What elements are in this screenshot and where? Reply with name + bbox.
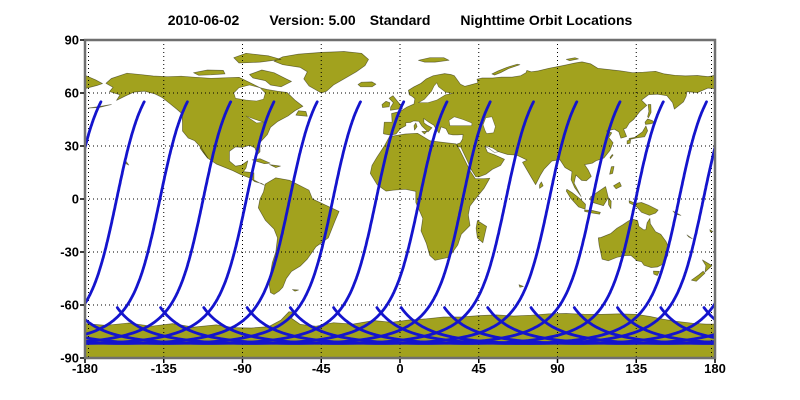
orbit-track <box>702 306 715 322</box>
landmass-aleutians <box>88 104 112 109</box>
lake-black-sea <box>448 116 473 126</box>
x-tick-label: 45 <box>471 361 486 376</box>
plot-title: 2010-06-02 Version: 5.00 Standard Nighttime… <box>0 12 800 28</box>
landmass-fiji <box>709 229 714 233</box>
lake-baltic-sea <box>418 82 453 103</box>
x-tick-label: 135 <box>625 361 648 376</box>
landmass-corsica-sardinia <box>413 122 418 131</box>
y-tick-label: 0 <box>71 191 79 207</box>
lake-caspian-sea <box>482 116 496 134</box>
landmass-new-caledonia <box>686 234 693 240</box>
lake-persian-gulf <box>484 145 499 153</box>
landmass-iceland <box>357 81 377 88</box>
x-tick-label: -180 <box>71 361 99 376</box>
landmass-baja-california <box>199 146 209 159</box>
landmass-sicily <box>421 130 428 135</box>
landmass-tasmania <box>653 270 660 276</box>
x-tick-label: 180 <box>704 361 726 376</box>
y-tick-label: 30 <box>64 138 79 154</box>
landmass-baffin-island <box>249 69 292 88</box>
landmass-north-america <box>105 72 304 186</box>
orbit-track <box>0 102 33 344</box>
landmass-kerguelen <box>518 284 524 288</box>
y-tick-label: 60 <box>64 85 79 101</box>
x-tick-label: -45 <box>311 361 331 376</box>
title-caption: Nighttime Orbit Locations <box>460 12 633 28</box>
y-tick-label: -60 <box>60 297 79 313</box>
landmass-newfoundland <box>295 110 308 117</box>
landmass-taiwan <box>609 154 614 160</box>
landmass-nz-south-island <box>691 270 706 282</box>
lake-great-lakes <box>245 115 264 124</box>
landmass-australia <box>597 218 669 268</box>
landmass-borneo <box>590 186 609 207</box>
landmass-sulawesi <box>607 197 612 210</box>
plot-frame <box>83 38 717 360</box>
landmass-nz-north-island <box>702 259 713 273</box>
y-tick-label: 90 <box>64 32 79 48</box>
graticule <box>85 40 715 358</box>
landmass-severnaya-zemlya <box>565 57 579 62</box>
y-tick-label: -90 <box>60 350 79 366</box>
orbit-track <box>85 100 189 336</box>
orbit-track <box>791 102 800 344</box>
x-tick-label: 90 <box>550 361 565 376</box>
landmass-madagascar <box>475 220 487 244</box>
landmass-sri-lanka <box>539 181 544 189</box>
landmass-falklands <box>292 289 299 292</box>
landmass-sakhalin <box>647 104 652 119</box>
orbit-track <box>85 100 146 307</box>
landmass-novaya-zemlya <box>491 63 521 76</box>
landmass-ellesmere-island <box>233 52 282 64</box>
title-product: Standard <box>369 12 431 28</box>
landmass-sumatra <box>565 188 586 210</box>
orbit-track <box>375 100 708 345</box>
orbit-track <box>85 100 233 343</box>
landmass-victoria-island <box>193 69 226 76</box>
landmass-south-america <box>257 177 340 295</box>
landmass-mindanao <box>613 181 622 190</box>
title-version: Version: 5.00 <box>269 12 356 28</box>
landmass-chukotka-wrap <box>85 74 103 89</box>
title-date: 2010-06-02 <box>167 12 240 28</box>
landmass-hispaniola <box>269 164 281 168</box>
landmass-honshu <box>628 125 648 140</box>
x-tick-label: 0 <box>396 361 404 376</box>
axis-ticks <box>80 39 716 363</box>
orbit-track <box>747 102 800 344</box>
landmass-svalbard <box>418 57 450 63</box>
landmass-africa <box>369 132 491 261</box>
landmass-kyushu <box>626 139 631 145</box>
landmass-ireland <box>381 100 391 108</box>
landmass-java <box>584 209 601 215</box>
map-area <box>0 40 800 358</box>
x-tick-label: -90 <box>233 361 252 376</box>
x-tick-label: -135 <box>150 361 177 376</box>
landmass-luzon <box>609 166 615 175</box>
landmass-hokkaido <box>644 118 655 125</box>
y-tick-label: -30 <box>60 244 79 260</box>
